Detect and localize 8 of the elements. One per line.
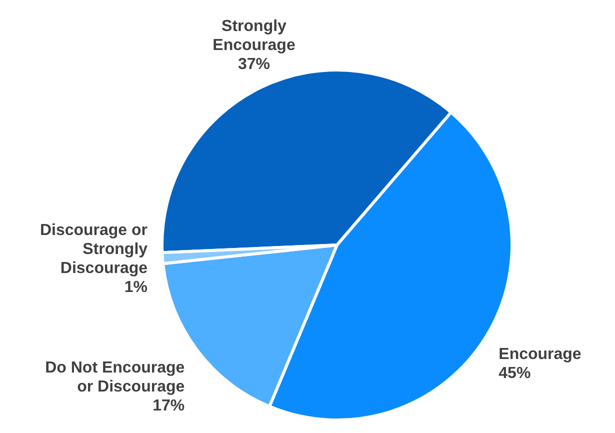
slice-label: Discourage or Strongly Discourage bbox=[40, 222, 148, 278]
slice-label: Strongly Encourage bbox=[212, 18, 296, 54]
slice-label: Do Not Encourage or Discourage bbox=[45, 360, 185, 396]
data-label: 37% bbox=[238, 56, 270, 74]
data-label: 45% bbox=[498, 364, 531, 382]
data-label: 17% bbox=[152, 398, 185, 415]
data-label: 1% bbox=[124, 279, 148, 296]
slice-label: Encourage bbox=[498, 346, 582, 363]
